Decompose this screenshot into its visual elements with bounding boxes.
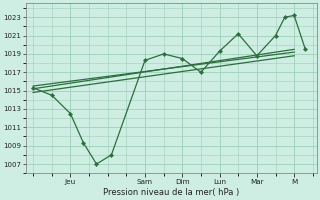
X-axis label: Pression niveau de la mer( hPa ): Pression niveau de la mer( hPa ) (103, 188, 239, 197)
